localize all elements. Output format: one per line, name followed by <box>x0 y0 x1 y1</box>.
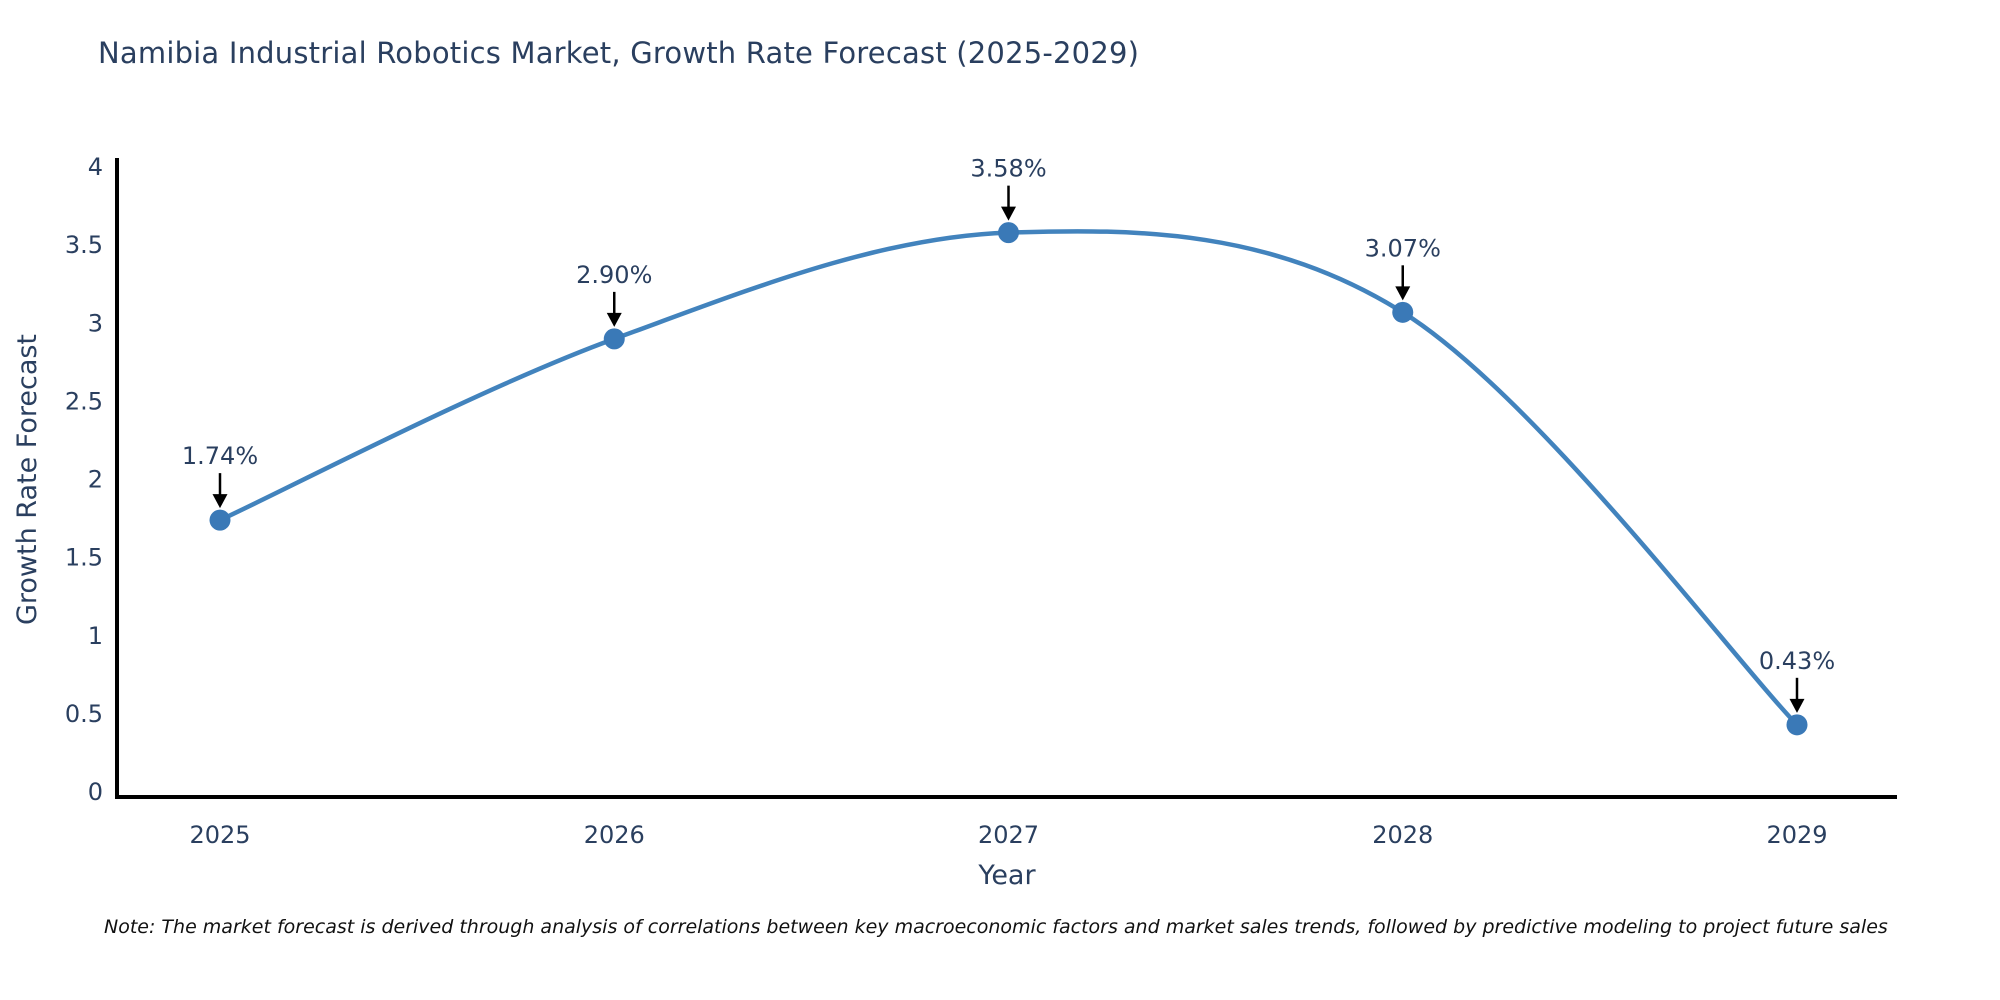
y-tick-label: 4 <box>88 153 103 181</box>
x-axis-title: Year <box>977 860 1036 891</box>
y-tick-label: 3 <box>88 309 103 337</box>
point-value-label: 3.58% <box>970 155 1046 183</box>
annotation-arrowhead <box>212 494 228 509</box>
y-axis-title: Growth Rate Forecast <box>12 334 43 625</box>
forecast-line <box>217 229 1800 728</box>
point-value-label: 3.07% <box>1365 234 1441 262</box>
data-point-2029[interactable] <box>1786 714 1808 736</box>
annotation-arrowhead <box>1789 698 1805 713</box>
point-value-label: 1.74% <box>182 442 258 470</box>
y-tick-label: 2.5 <box>65 387 103 415</box>
y-tick-label: 0.5 <box>65 700 103 728</box>
x-tick-label: 2028 <box>1372 821 1433 849</box>
x-tick-label: 2027 <box>978 821 1039 849</box>
y-tick-label: 1.5 <box>65 544 103 572</box>
annotation-arrowhead <box>1001 206 1016 221</box>
point-value-label: 2.90% <box>576 261 652 289</box>
point-value-label: 0.43% <box>1759 647 1835 675</box>
data-point-2027[interactable] <box>998 222 1019 244</box>
data-point-2025[interactable] <box>209 509 231 531</box>
x-tick-label: 2029 <box>1766 821 1827 849</box>
chart-footnote: Note: The market forecast is derived thr… <box>104 916 1888 938</box>
y-tick-label: 2 <box>88 466 103 494</box>
y-tick-label: 1 <box>88 622 103 650</box>
data-point-2026[interactable] <box>603 328 625 350</box>
y-tick-label: 3.5 <box>65 231 103 259</box>
y-tick-label: 0 <box>88 778 103 806</box>
x-tick-label: 2025 <box>189 821 250 849</box>
annotation-arrowhead <box>1395 286 1411 301</box>
annotation-arrowhead <box>606 312 622 327</box>
data-point-2028[interactable] <box>1392 301 1414 323</box>
chart-title: Namibia Industrial Robotics Market, Grow… <box>98 36 1140 70</box>
x-tick-label: 2026 <box>584 821 645 849</box>
